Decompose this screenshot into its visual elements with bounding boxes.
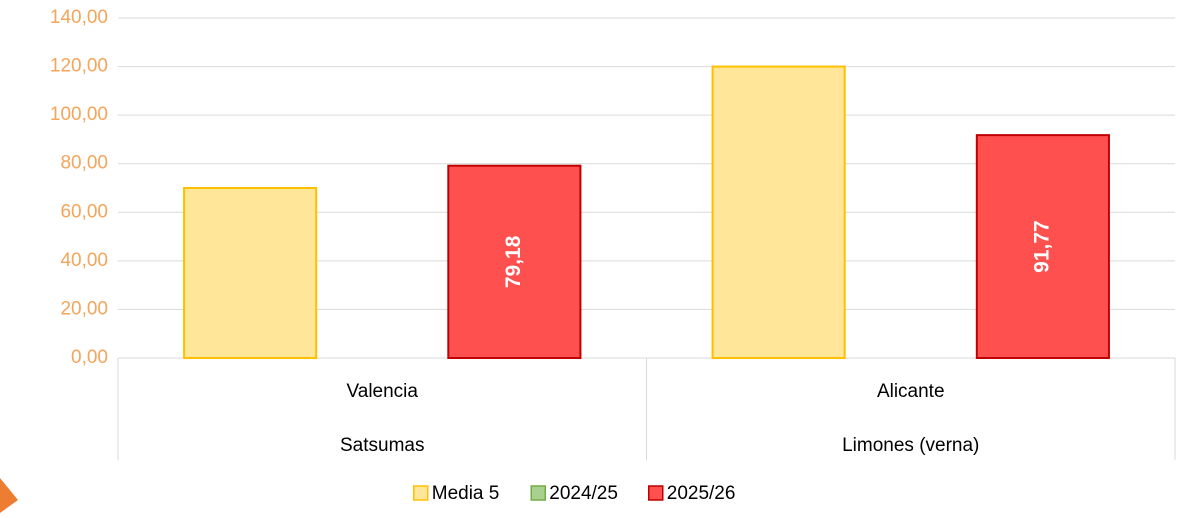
legend-label: 2025/26 xyxy=(667,483,736,504)
x-group-label: Limones (verna) xyxy=(842,435,979,456)
decoration xyxy=(0,478,18,513)
y-tick-label: 40,00 xyxy=(60,250,108,271)
x-tick-label: Alicante xyxy=(877,381,945,402)
y-tick-label: 140,00 xyxy=(50,7,108,28)
legend-swatch xyxy=(413,485,429,501)
legend-label: 2024/25 xyxy=(549,483,618,504)
bar xyxy=(183,187,318,359)
bar xyxy=(447,164,582,359)
x-group-label: Satsumas xyxy=(340,435,424,456)
bar xyxy=(975,134,1110,359)
data-label: 79,18 xyxy=(502,235,525,288)
y-tick-label: 100,00 xyxy=(50,104,108,125)
y-tick-label: 0,00 xyxy=(71,347,108,368)
bar xyxy=(711,65,846,359)
legend-label: Media 5 xyxy=(432,483,500,504)
data-label: 91,77 xyxy=(1030,220,1053,273)
legend-swatch xyxy=(530,485,546,501)
x-tick-label: Valencia xyxy=(347,381,419,402)
y-tick-label: 20,00 xyxy=(60,298,108,319)
y-tick-label: 120,00 xyxy=(50,56,108,77)
legend-swatch xyxy=(648,485,664,501)
y-tick-label: 80,00 xyxy=(60,153,108,174)
y-tick-label: 60,00 xyxy=(60,201,108,222)
